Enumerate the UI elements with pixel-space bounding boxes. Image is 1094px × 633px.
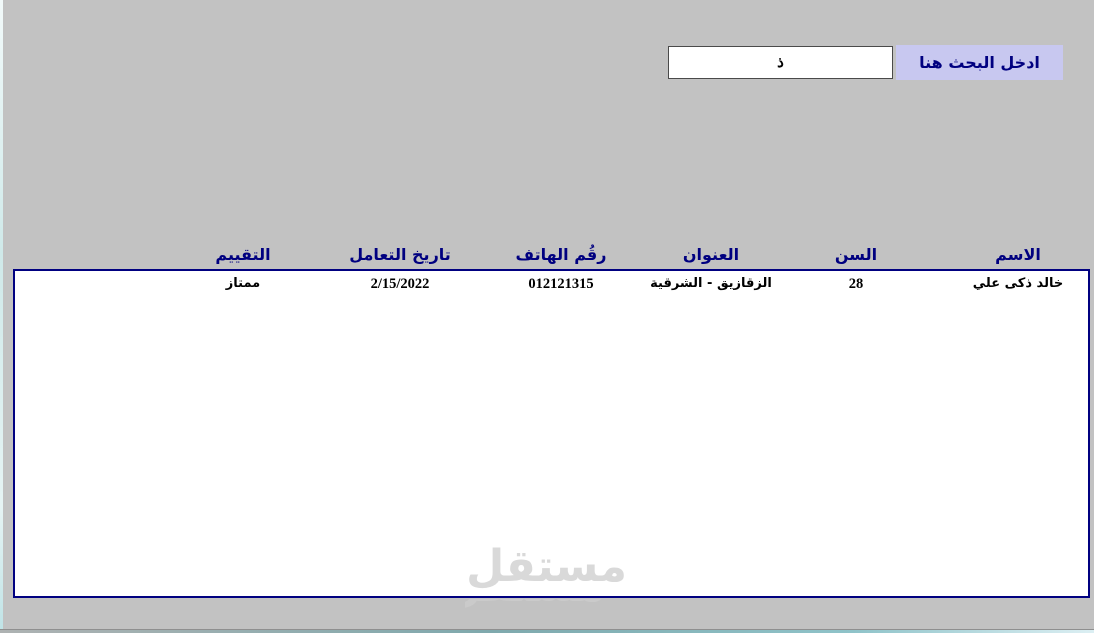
cell-rating: ممتاز bbox=[225, 276, 261, 291]
cell-name: خالد ذكى علي bbox=[972, 276, 1064, 291]
window-left-edge bbox=[0, 0, 3, 633]
search-label: ادخل البحث هنا bbox=[896, 45, 1063, 80]
watermark-logo-faint: مستقل bbox=[465, 599, 605, 621]
table-row[interactable]: خالد ذكى علي 28 الزقازيق - الشرقية 01212… bbox=[15, 273, 1088, 297]
watermark-logo: مستقل bbox=[466, 541, 627, 592]
cell-address: الزقازيق - الشرقية bbox=[650, 276, 772, 291]
column-header-rating: التقييم bbox=[215, 245, 271, 264]
cell-phone: 012121315 bbox=[528, 276, 594, 292]
cell-date: 2/15/2022 bbox=[370, 276, 430, 292]
column-header-phone: رقُم الهاتف bbox=[515, 245, 607, 264]
cell-age: 28 bbox=[848, 276, 864, 292]
window-bottom-edge bbox=[0, 629, 1094, 633]
column-header-age: السن bbox=[834, 245, 878, 264]
column-header-address: العنوان bbox=[682, 245, 740, 264]
column-header-date: تاريخ التعامل bbox=[349, 245, 451, 264]
search-input[interactable] bbox=[668, 46, 893, 79]
results-list: مستقل خالد ذكى علي 28 الزقازيق - الشرقية… bbox=[13, 269, 1090, 598]
column-header-name: الاسم bbox=[995, 245, 1041, 264]
